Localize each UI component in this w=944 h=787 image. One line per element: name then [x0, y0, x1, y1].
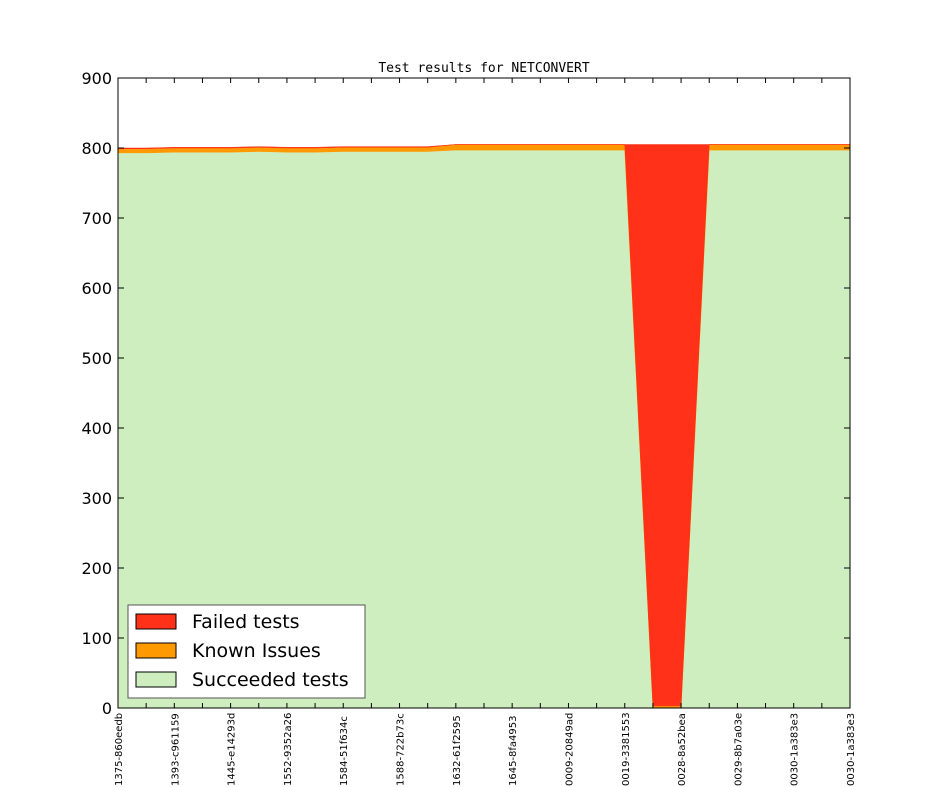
x-tick-label: 1645-8fa4953 [508, 715, 519, 786]
x-tick-label: 1584-51f634c [339, 716, 350, 786]
y-tick-label: 900 [81, 69, 112, 88]
chart-title: Test results for NETCONVERT [378, 61, 589, 76]
x-tick-label: 0019-3381553 [621, 712, 632, 786]
y-tick-label: 0 [102, 699, 112, 718]
y-tick-label: 300 [81, 489, 112, 508]
legend: Failed tests Known Issues Succeeded tests [127, 604, 366, 699]
legend-swatch [135, 613, 177, 630]
legend-label: Failed tests [192, 611, 300, 633]
plot-areas [117, 144, 851, 709]
x-tick-label: 1552-9352a26 [283, 713, 294, 786]
x-tick-label: 1632-61f2595 [452, 715, 463, 786]
x-axis: 1375-860eedb 1393-c961159 1445-e14293d 1552… [114, 78, 857, 786]
y-tick-label: 100 [81, 629, 112, 648]
legend-label: Succeeded tests [192, 669, 349, 691]
y-axis: 0 100 200 300 400 500 600 700 800 900 [81, 69, 850, 718]
x-tick-label: 0030-1a383e3 [846, 713, 857, 786]
x-tick-label: 1375-860eedb [114, 713, 125, 786]
x-tick-label: 0028-8a52bea [677, 713, 688, 786]
legend-label: Known Issues [192, 640, 321, 662]
x-tick-label: 0029-8b7a03e [733, 713, 744, 786]
x-tick-label: 1393-c961159 [170, 713, 181, 786]
y-tick-label: 200 [81, 559, 112, 578]
y-tick-label: 400 [81, 419, 112, 438]
area-failed-tests [117, 144, 850, 707]
x-tick-label: 1445-e14293d [227, 713, 238, 786]
x-tick-label: 0030-1a383e3 [790, 713, 801, 786]
x-tick-label: 1588-722b73c [396, 713, 407, 786]
y-tick-label: 800 [81, 139, 112, 158]
y-tick-label: 500 [81, 349, 112, 368]
y-tick-label: 600 [81, 279, 112, 298]
x-tick-label: 0009-20849ad [564, 713, 575, 786]
legend-swatch [135, 671, 177, 688]
legend-swatch [135, 642, 177, 659]
y-tick-label: 700 [81, 209, 112, 228]
